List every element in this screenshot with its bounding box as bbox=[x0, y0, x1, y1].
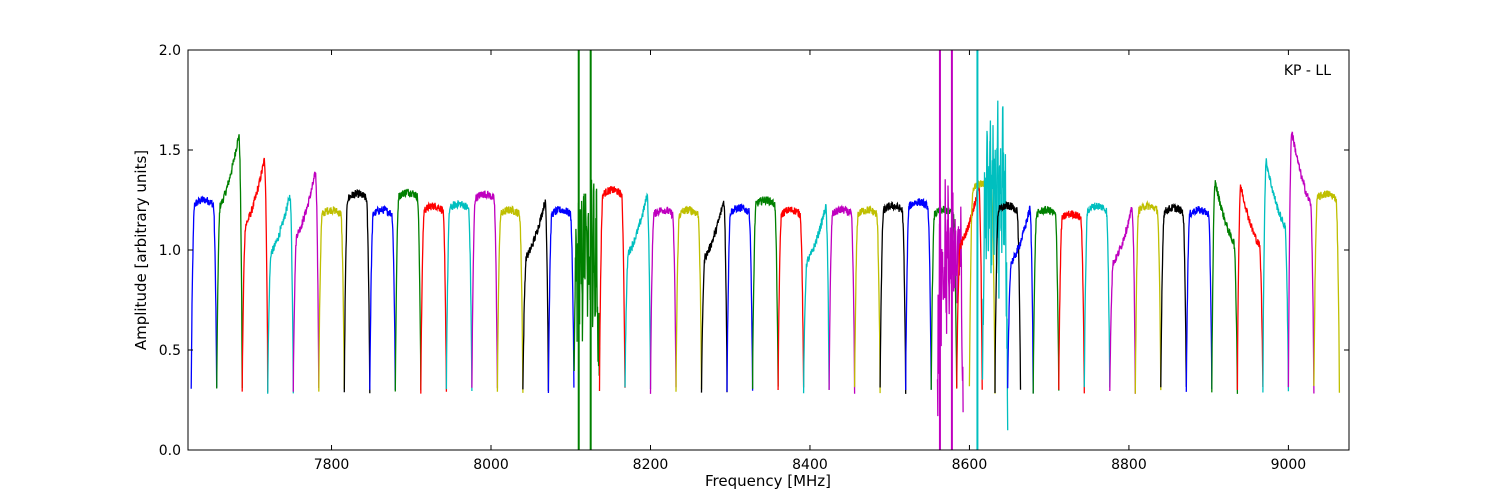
x-tick-label: 9000 bbox=[1271, 457, 1307, 473]
band-series-line bbox=[190, 195, 218, 389]
band-series-line bbox=[369, 204, 396, 391]
x-axis-label: Frequency [MHz] bbox=[705, 472, 831, 490]
band-series-line bbox=[318, 206, 345, 392]
y-tick-label: 0.0 bbox=[159, 443, 181, 459]
x-tick-label: 8800 bbox=[1111, 457, 1147, 473]
band-series-line bbox=[1007, 205, 1034, 394]
band-series-line bbox=[1313, 190, 1341, 393]
band-series-line bbox=[1083, 202, 1111, 388]
band-series-line bbox=[879, 200, 907, 394]
band-series-line bbox=[547, 205, 575, 394]
band-series-line bbox=[1185, 206, 1213, 392]
x-tick-label: 8000 bbox=[473, 457, 509, 473]
band-series-line bbox=[649, 206, 677, 394]
band-series-line bbox=[1058, 210, 1085, 394]
y-tick-label: 2.0 bbox=[159, 43, 181, 59]
band-series-line bbox=[343, 188, 371, 394]
x-tick-label: 8200 bbox=[633, 457, 669, 473]
band-series-line bbox=[675, 205, 703, 392]
series-layer bbox=[190, 50, 1341, 450]
band-series-line bbox=[1211, 180, 1239, 394]
band-series-line bbox=[496, 205, 524, 393]
band-series-line bbox=[853, 205, 881, 394]
band-series-line bbox=[394, 188, 422, 392]
band-series-line bbox=[292, 171, 320, 392]
x-tick-label: 7800 bbox=[314, 457, 350, 473]
band-series-line bbox=[522, 199, 550, 392]
band-series-line bbox=[994, 200, 1022, 394]
band-series-line bbox=[216, 134, 243, 389]
band-series-line bbox=[726, 202, 754, 392]
band-series-line bbox=[777, 206, 805, 391]
band-series-line bbox=[420, 201, 448, 394]
band-series-line bbox=[267, 194, 294, 394]
band-series-line bbox=[1134, 199, 1162, 394]
x-tick-label: 8400 bbox=[792, 457, 828, 473]
band-series-line bbox=[751, 196, 779, 389]
band-series-line bbox=[598, 185, 626, 392]
band-series-line bbox=[471, 190, 499, 389]
y-axis-label: Amplitude [arbitrary units] bbox=[132, 150, 150, 350]
band-series-line bbox=[241, 157, 269, 393]
band-series-line bbox=[1032, 205, 1060, 394]
band-series-line bbox=[905, 197, 932, 391]
y-tick-label: 1.0 bbox=[159, 243, 181, 259]
y-tick-label: 1.5 bbox=[159, 143, 181, 159]
band-series-line bbox=[1160, 202, 1187, 388]
band-series-line bbox=[828, 204, 856, 394]
band-series-line bbox=[1287, 131, 1315, 394]
annotation-label: KP - LL bbox=[1284, 63, 1331, 79]
y-tick-label: 0.5 bbox=[159, 343, 181, 359]
ticks-layer: 7800 8000 8200 8400 8600 8800 9000 0.0 0.5 1.0 1.5… bbox=[159, 43, 1349, 473]
band-series-line bbox=[700, 200, 728, 393]
band-series-line bbox=[445, 200, 473, 392]
x-tick-label: 8600 bbox=[952, 457, 988, 473]
band-series-line bbox=[1109, 207, 1136, 394]
band-series-line bbox=[1262, 158, 1290, 393]
band-series-line bbox=[624, 192, 652, 390]
band-series-line bbox=[802, 203, 830, 394]
band-series-line bbox=[1236, 184, 1264, 390]
plot-background bbox=[188, 50, 1349, 450]
band-series-line bbox=[981, 100, 1009, 431]
